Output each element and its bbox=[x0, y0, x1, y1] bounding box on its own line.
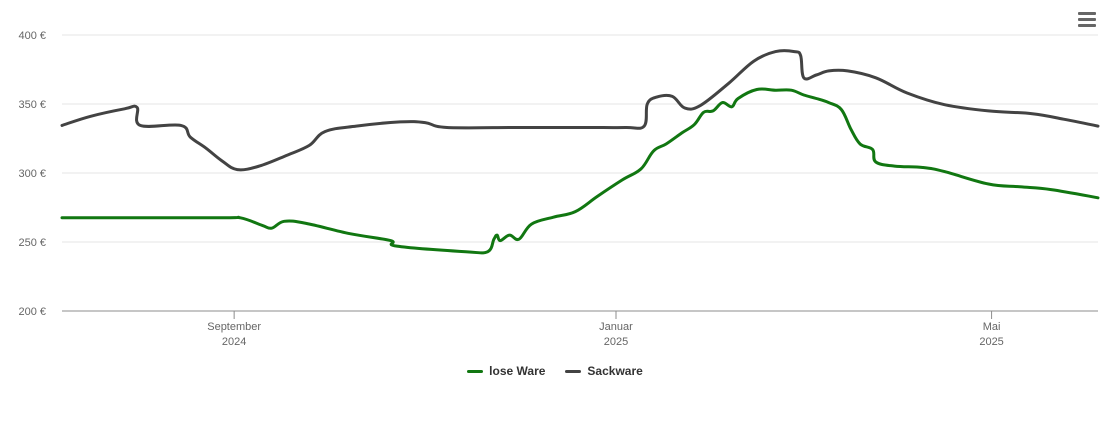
grid-lines bbox=[62, 34, 1098, 243]
y-tick-label: 250 € bbox=[18, 237, 46, 249]
legend-item-lose-ware[interactable]: lose Ware bbox=[467, 364, 545, 378]
chart-menu-button[interactable] bbox=[1076, 12, 1098, 32]
legend-item-sackware[interactable]: Sackware bbox=[565, 364, 643, 378]
menu-bar-icon bbox=[1078, 24, 1096, 27]
y-tick-label: 400 € bbox=[18, 30, 46, 42]
x-tick-label: Mai bbox=[983, 321, 1001, 333]
menu-bar-icon bbox=[1078, 12, 1096, 15]
x-tick-label-year: 2025 bbox=[979, 336, 1003, 348]
series-line-lose-ware bbox=[60, 87, 1100, 255]
y-tick-label: 300 € bbox=[18, 168, 46, 180]
x-tick-label: Januar bbox=[599, 321, 633, 333]
legend-swatch bbox=[467, 369, 484, 373]
x-tick-label-year: 2025 bbox=[604, 336, 628, 348]
legend-swatch bbox=[565, 369, 582, 373]
line-chart: 400 € 350 € 300 € 250 € 200 € September 2024 J… bbox=[18, 30, 1100, 348]
legend: lose Ware Sackware bbox=[0, 364, 1110, 378]
y-tick-label: 350 € bbox=[18, 99, 46, 111]
legend-label: Sackware bbox=[587, 364, 643, 378]
y-tick-label: 200 € bbox=[18, 306, 46, 318]
y-axis: 400 € 350 € 300 € 250 € 200 € bbox=[18, 30, 46, 318]
series-line-sackware bbox=[60, 49, 1100, 172]
x-axis: September 2024 Januar 2025 Mai 2025 bbox=[62, 310, 1098, 348]
series-group bbox=[60, 49, 1100, 255]
x-tick-label: September bbox=[207, 321, 261, 333]
legend-label: lose Ware bbox=[489, 364, 546, 378]
menu-bar-icon bbox=[1078, 18, 1096, 21]
x-tick-label-year: 2024 bbox=[222, 336, 246, 348]
